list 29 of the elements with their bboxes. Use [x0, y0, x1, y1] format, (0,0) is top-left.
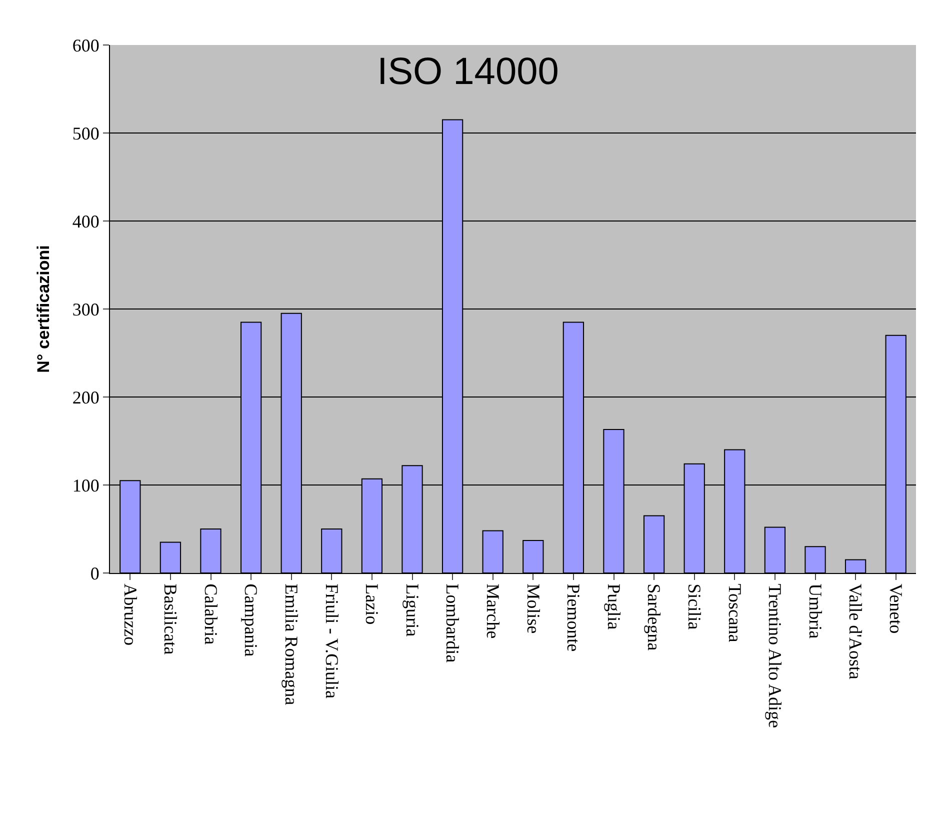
- x-tick-label: Calabria: [200, 584, 221, 645]
- x-tick-label: Piemonte: [564, 584, 584, 652]
- x-tick-label: Valle d'Aosta: [846, 584, 866, 680]
- y-tick-label: 600: [72, 35, 100, 56]
- x-tick-label: Toscana: [724, 584, 745, 642]
- chart-title: ISO 14000: [377, 51, 559, 94]
- x-tick-label: Molise: [523, 584, 544, 634]
- x-tick-label: Puglia: [604, 584, 624, 630]
- x-tick-label: Liguria: [402, 584, 422, 637]
- y-tick-label: 200: [72, 387, 100, 408]
- x-tick-label: Umbria: [805, 584, 826, 639]
- y-tick-label: 300: [72, 299, 100, 320]
- y-axis-title: N° certificazioni: [34, 245, 53, 373]
- x-tick-label: Marche: [483, 584, 503, 639]
- x-tick-label: Emilia Romagna: [282, 584, 302, 706]
- x-tick-label: Sicilia: [684, 584, 704, 630]
- x-tick-label: Basilicata: [160, 584, 181, 655]
- y-tick-label: 400: [72, 211, 100, 232]
- x-tick-label: Veneto: [886, 584, 906, 634]
- x-tick-label: Lazio: [362, 584, 382, 625]
- x-tick-label: Abruzzo: [120, 584, 140, 646]
- x-tick-label: Trentino Alto Adige: [765, 584, 786, 728]
- x-tick-label: Sardegna: [644, 584, 664, 651]
- x-tick-label: Lombardia: [442, 584, 463, 663]
- x-tick-label: Friuli - V.Giulia: [322, 584, 342, 698]
- y-tick-label: 0: [90, 563, 100, 584]
- x-tick-label: Campania: [241, 584, 262, 657]
- y-tick-label: 500: [72, 123, 100, 144]
- y-tick-label: 100: [72, 475, 100, 496]
